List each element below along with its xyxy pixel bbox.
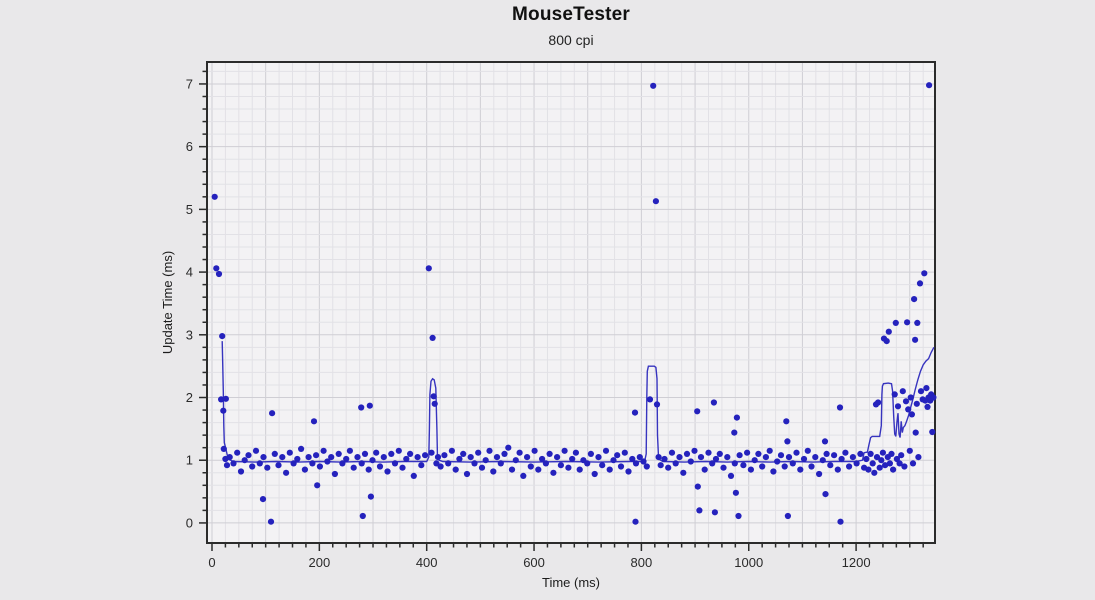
- x-tick-label: 400: [416, 555, 438, 570]
- y-tick-label: 7: [186, 76, 193, 91]
- y-tick-label: 1: [186, 453, 193, 468]
- x-tick-label: 0: [208, 555, 215, 570]
- y-tick-label: 6: [186, 139, 193, 154]
- y-tick-label: 3: [186, 327, 193, 342]
- x-tick-label: 1000: [734, 555, 763, 570]
- plot-border: [206, 61, 936, 544]
- x-axis-label: Time (ms): [542, 575, 600, 590]
- y-tick-label: 2: [186, 390, 193, 405]
- y-axis-label: Update Time (ms): [160, 251, 175, 354]
- grid-lines: [207, 62, 935, 543]
- x-tick-labels: 0 200 400 600 800 1000 1200: [208, 555, 870, 570]
- x-tick-label: 800: [631, 555, 653, 570]
- chart-subtitle: 800 cpi: [548, 32, 594, 48]
- y-tick-label: 0: [186, 515, 193, 530]
- x-tick-label: 600: [523, 555, 545, 570]
- y-tick-label: 5: [186, 202, 193, 217]
- x-tick-label: 200: [308, 555, 330, 570]
- y-tick-labels: 0 1 2 3 4 5 6 7: [186, 76, 193, 530]
- update-time-points: [211, 82, 937, 525]
- y-tick-label: 4: [186, 265, 193, 280]
- chart-title: MouseTester: [512, 4, 630, 25]
- x-tick-label: 1200: [842, 555, 871, 570]
